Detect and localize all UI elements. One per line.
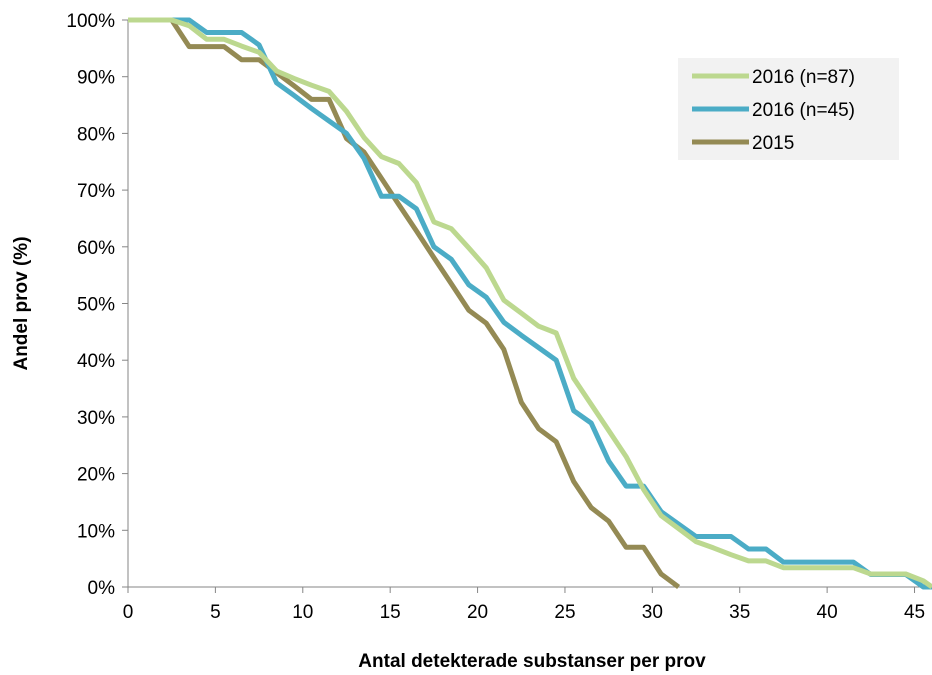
legend-label: 2016 (n=45)	[752, 100, 855, 121]
y-tick-label: 50%	[77, 295, 115, 316]
y-tick-label: 30%	[77, 408, 115, 429]
x-tick-label: 5	[210, 602, 221, 623]
legend: 2016 (n=87) 2016 (n=45) 2015	[678, 58, 899, 160]
y-tick-label: 90%	[77, 68, 115, 89]
x-tick-label: 30	[642, 602, 663, 623]
x-tick-label: 15	[380, 602, 401, 623]
y-tick-label: 10%	[77, 521, 115, 542]
x-tick-label: 35	[729, 602, 750, 623]
x-axis-title: Antal detekterade substanser per prov	[358, 651, 706, 672]
x-tick-label: 45	[904, 602, 925, 623]
x-tick-label: 20	[467, 602, 488, 623]
series-line-2016-n-87	[128, 17, 932, 590]
legend-label: 2015	[752, 133, 794, 154]
y-tick-label: 20%	[77, 465, 115, 486]
y-tick-label: 80%	[77, 124, 115, 145]
y-tick-label: 70%	[77, 181, 115, 202]
y-tick-label: 100%	[66, 11, 115, 32]
x-tick-label: 10	[292, 602, 313, 623]
x-ticks: 0 5 10 15 20 25 30 35 40 45	[123, 587, 925, 623]
x-tick-label: 25	[554, 602, 575, 623]
x-tick-label: 0	[123, 602, 134, 623]
series-layer	[128, 17, 932, 590]
y-axis-title: Andel prov (%)	[11, 236, 32, 370]
legend-label: 2016 (n=87)	[752, 67, 855, 88]
y-ticks: 0% 10% 20% 30% 40% 50% 60% 70% 80% 90% 100%	[66, 11, 128, 599]
x-tick-label: 40	[817, 602, 838, 623]
series-line-2016-n-45	[128, 17, 932, 590]
y-tick-label: 60%	[77, 238, 115, 259]
axes: 0% 10% 20% 30% 40% 50% 60% 70% 80% 90% 100% 0 5 10 15…	[66, 11, 932, 623]
y-tick-label: 40%	[77, 351, 115, 372]
series-line-2015	[128, 17, 681, 590]
y-tick-label: 0%	[88, 578, 116, 599]
